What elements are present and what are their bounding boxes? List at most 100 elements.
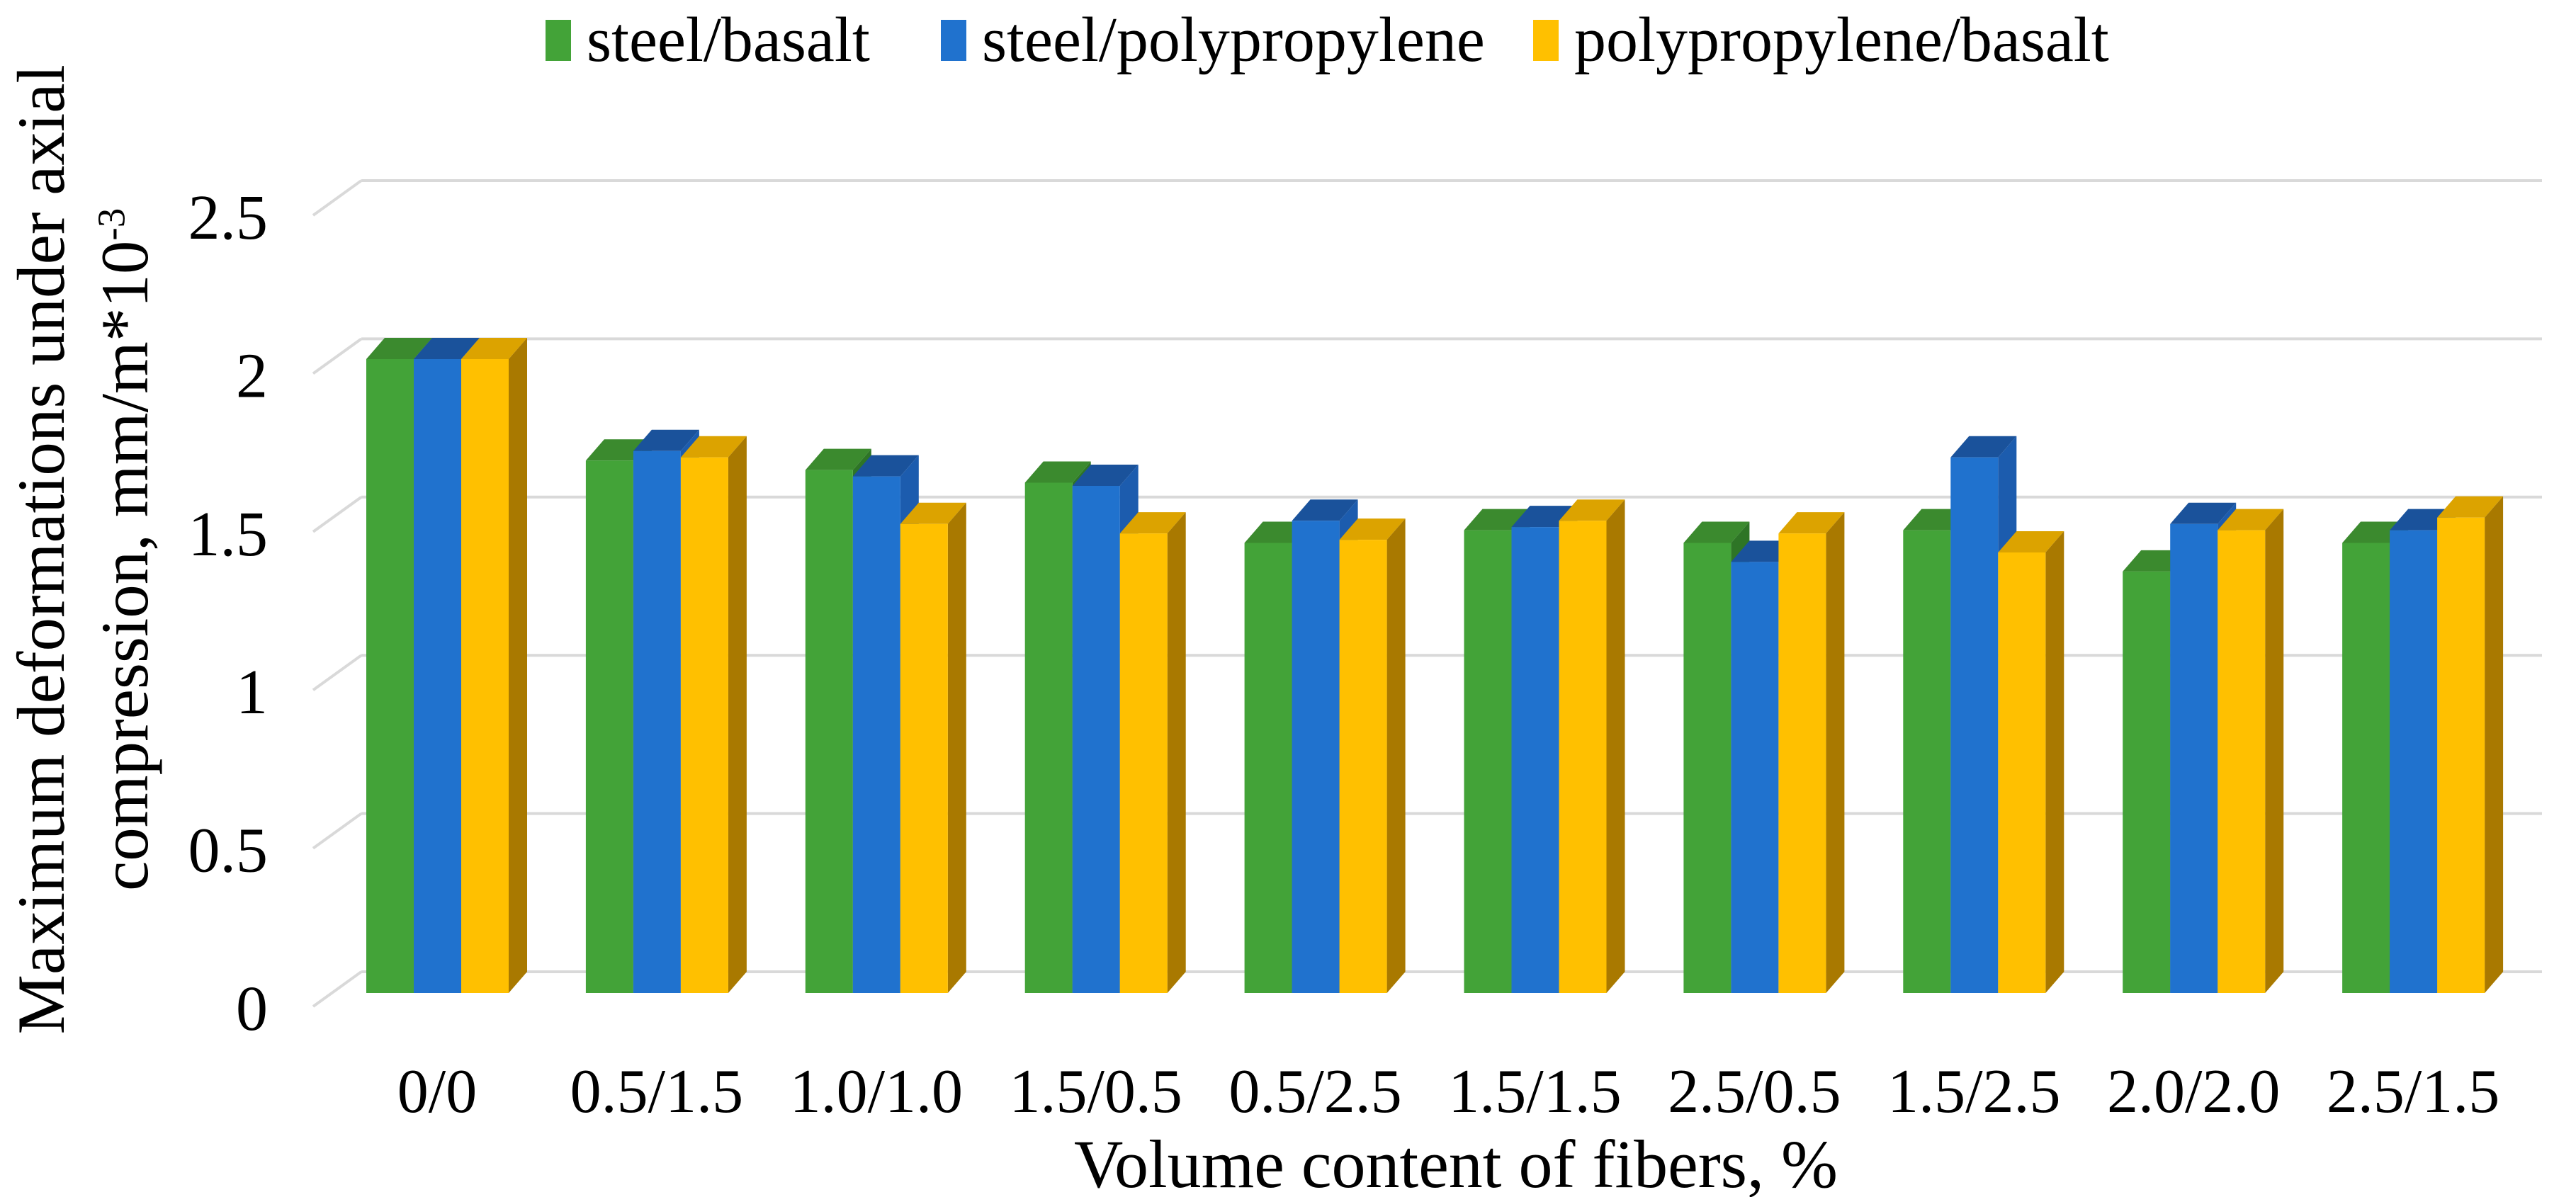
bar-front: [1024, 482, 1073, 993]
bar-front: [461, 359, 509, 993]
bar-top: [1292, 499, 1358, 521]
bar-front: [1464, 530, 1512, 993]
bar-front: [1683, 543, 1732, 993]
bar-side: [509, 338, 527, 993]
x-category-label: 1.0/1.0: [790, 1057, 963, 1126]
gridline-tail: [312, 970, 363, 1008]
bar: [1998, 531, 2064, 993]
bar-top: [2437, 496, 2504, 518]
legend-label: polypropylene/basalt: [1574, 5, 2109, 75]
bar-side: [1167, 512, 1186, 993]
bar-top: [1778, 512, 1845, 534]
bar-front: [414, 359, 461, 993]
bar-front: [633, 450, 681, 993]
legend-item-polypropylene-basalt: polypropylene/basalt: [1533, 8, 2109, 72]
bar: [1339, 518, 1406, 993]
legend-swatch-blue: [941, 20, 966, 61]
x-category-label: 2.5/1.5: [2327, 1057, 2499, 1126]
legend-swatch-yellow: [1533, 20, 1559, 61]
bar-top: [414, 338, 480, 359]
x-category-label: 1.5/0.5: [1009, 1057, 1182, 1126]
legend-swatch-green: [546, 20, 571, 61]
bar-front: [852, 476, 900, 993]
legend-label: steel/basalt: [587, 5, 870, 75]
gridline-tail: [312, 496, 363, 533]
x-category-label: 0.5/1.5: [570, 1057, 743, 1126]
x-axis-title: Volume content of fibers, %: [1074, 1126, 1838, 1197]
x-category-label: 0/0: [397, 1057, 477, 1126]
y-tick-label: 0.5: [188, 816, 269, 886]
bar-top: [1024, 461, 1091, 483]
gridline-tail: [312, 812, 363, 850]
bar-front: [1903, 530, 1951, 993]
bar-front: [1339, 540, 1387, 993]
y-tick-label: 2.5: [188, 183, 269, 253]
bar-top: [1072, 465, 1139, 486]
bar: [1559, 499, 1625, 993]
bar-front: [900, 523, 948, 993]
bar: [2218, 509, 2284, 993]
bar-top: [1683, 521, 1750, 543]
x-category-label: 2.0/2.0: [2107, 1057, 2280, 1126]
bar-top: [2218, 509, 2284, 531]
bar-side: [1826, 512, 1845, 993]
bar-side: [2265, 509, 2284, 993]
x-category-label: 1.5/1.5: [1448, 1057, 1621, 1126]
bar: [1119, 512, 1186, 993]
bar-side: [2045, 531, 2064, 993]
bar-front: [1998, 552, 2046, 993]
bar-top: [680, 436, 747, 458]
chart-legend: steel/basalt steel/polypropylene polypro…: [0, 0, 2576, 85]
bar: [900, 502, 966, 993]
bar-top: [1559, 499, 1625, 521]
bar-top: [2170, 502, 2237, 524]
bar-side: [2485, 496, 2504, 993]
gridline-tail: [312, 337, 363, 375]
bar-top: [1119, 512, 1186, 534]
bar-front: [2218, 530, 2266, 993]
y-tick-label: 0: [236, 974, 268, 1044]
bar-top: [900, 502, 966, 524]
bar: [461, 338, 527, 993]
x-category-label: 1.5/2.5: [1887, 1057, 2060, 1126]
y-axis-title: Maximum deformations under axial compres…: [0, 18, 167, 1081]
bar-front: [1778, 533, 1826, 993]
bar-front: [1244, 543, 1292, 993]
bar: [2437, 496, 2504, 993]
legend-label: steel/polypropylene: [982, 5, 1485, 75]
bar-front: [366, 359, 414, 993]
bar-side: [1606, 499, 1625, 993]
bar-top: [1339, 518, 1406, 540]
bar-front: [680, 457, 728, 993]
bar: [1778, 512, 1845, 993]
y-axis-title-line2: compression, mm/m*10-3: [87, 208, 162, 891]
bar-top: [1998, 531, 2064, 552]
legend-item-steel-polypropylene: steel/polypropylene: [941, 8, 1485, 72]
bar-side: [728, 436, 747, 993]
bar-front: [2437, 517, 2485, 993]
bar-side: [1386, 518, 1406, 993]
bar-front: [2342, 543, 2390, 993]
gridline-tail: [312, 654, 363, 691]
bar-top: [1950, 436, 2017, 458]
bar-front: [2123, 571, 2171, 993]
bar-front: [1072, 486, 1120, 993]
x-category-label: 0.5/2.5: [1228, 1057, 1401, 1126]
bar-front: [2170, 523, 2218, 993]
bar-front: [1511, 527, 1559, 993]
y-tick-label: 1.5: [188, 499, 269, 569]
bar-front: [2390, 530, 2438, 993]
bar-side: [947, 502, 966, 993]
x-category-label: 2.5/0.5: [1668, 1057, 1841, 1126]
bar-front: [1292, 521, 1340, 993]
bar-front: [1119, 533, 1168, 993]
gridline-tail: [312, 179, 363, 217]
bar-top: [805, 448, 871, 470]
bar-top: [461, 338, 527, 359]
y-tick-label: 2: [236, 341, 268, 411]
bar-top: [852, 455, 919, 477]
bar-top: [633, 429, 699, 451]
y-axis-title-exponent: -3: [89, 208, 133, 241]
